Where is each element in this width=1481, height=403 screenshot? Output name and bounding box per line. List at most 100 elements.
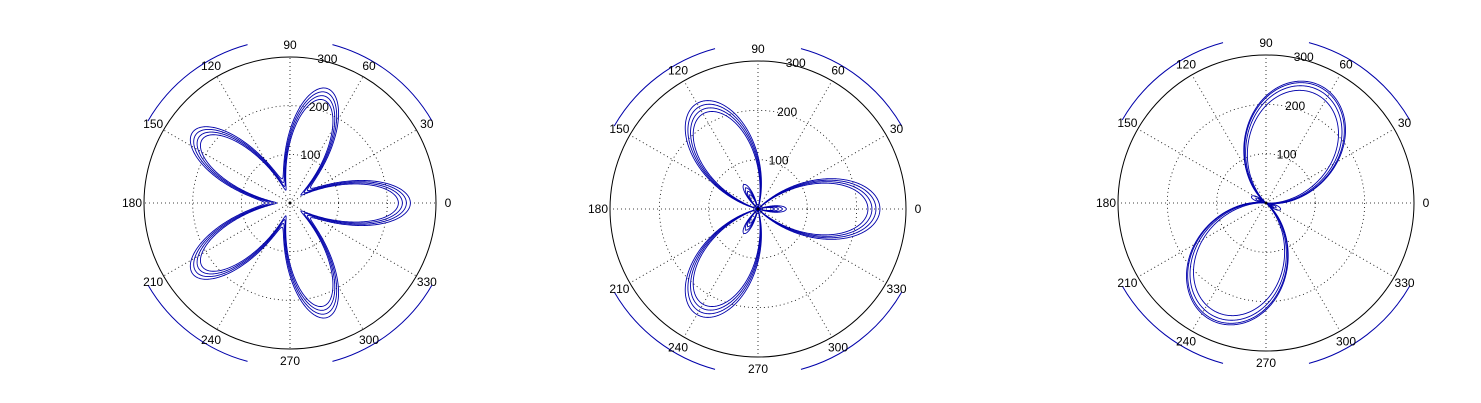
- series-curve-strand: [687, 103, 877, 315]
- angle-tick-label: 210: [609, 282, 629, 296]
- series-curve-strand: [692, 111, 869, 307]
- angle-tick-label: 210: [143, 275, 163, 289]
- series-curve-strand: [199, 99, 399, 307]
- radial-tick-label: 300: [1294, 50, 1314, 64]
- angle-tick-label: 150: [143, 117, 163, 131]
- angular-grid-spoke: [629, 134, 759, 210]
- angular-grid-spoke: [1265, 128, 1395, 204]
- radial-tick-label: 100: [769, 153, 789, 167]
- angle-tick-label: 150: [1117, 116, 1137, 130]
- radial-grid-circle: [1216, 153, 1316, 253]
- angular-grid-spoke: [629, 208, 759, 284]
- angular-grid-spoke: [163, 202, 291, 277]
- angle-tick-label: 120: [201, 59, 221, 73]
- radial-grid-circle: [658, 109, 858, 309]
- angle-tick-label: 180: [122, 196, 142, 210]
- outer-arc: [332, 284, 433, 362]
- angular-grid-spoke: [216, 202, 291, 330]
- angular-grid-spoke: [757, 208, 887, 284]
- outer-arc: [800, 48, 903, 127]
- radial-tick-label: 100: [300, 148, 320, 162]
- angular-grid-spoke: [289, 76, 364, 204]
- angle-tick-label: 180: [588, 202, 608, 216]
- radial-grid-circle: [1166, 103, 1366, 303]
- angle-tick-label: 30: [890, 122, 904, 136]
- origin-dot: [756, 207, 760, 211]
- outer-arc: [1308, 285, 1411, 364]
- angle-tick-label: 330: [1395, 276, 1415, 290]
- angle-tick-label: 270: [280, 354, 300, 368]
- radial-tick-label: 200: [777, 105, 797, 119]
- angle-tick-label: 300: [359, 333, 379, 347]
- outer-arc: [147, 44, 248, 122]
- angular-grid-spoke: [163, 129, 291, 204]
- angle-tick-label: 90: [283, 38, 297, 52]
- radial-tick-label: 300: [786, 56, 806, 70]
- series-curve-strand: [690, 107, 873, 311]
- angular-grid-spoke: [1265, 74, 1341, 204]
- angle-tick-label: 330: [887, 282, 907, 296]
- angular-grid-spoke: [757, 208, 833, 338]
- angle-tick-label: 300: [828, 341, 848, 355]
- angle-tick-label: 240: [201, 333, 221, 347]
- angle-tick-label: 30: [1398, 116, 1412, 130]
- outer-arc: [800, 291, 903, 370]
- angle-tick-label: 240: [668, 341, 688, 355]
- angle-tick-label: 90: [751, 42, 765, 56]
- radial-grid-circle: [192, 105, 388, 301]
- angle-tick-label: 150: [609, 122, 629, 136]
- angular-grid-spoke: [1191, 74, 1267, 204]
- radial-tick-label: 100: [1277, 147, 1297, 161]
- origin-dot: [1264, 201, 1268, 205]
- polar-plot-3: 100 200 300 0 30 60 90 120 150 180 210 240 270 300 330: [1096, 36, 1430, 370]
- outer-arc: [613, 291, 716, 370]
- angle-tick-label: 330: [417, 275, 437, 289]
- angle-tick-label: 0: [915, 202, 922, 216]
- angle-tick-label: 60: [362, 59, 376, 73]
- angle-tick-label: 60: [1339, 57, 1353, 71]
- angle-tick-label: 0: [445, 196, 452, 210]
- polar-frame-circle: [143, 56, 437, 350]
- angular-grid-spoke: [1137, 128, 1267, 204]
- angle-tick-label: 30: [420, 117, 434, 131]
- outer-arc: [332, 44, 433, 122]
- angle-tick-label: 300: [1336, 335, 1356, 349]
- angle-tick-label: 210: [1117, 276, 1137, 290]
- series-curve-strand: [1186, 80, 1346, 326]
- angular-grid-spoke: [683, 80, 759, 210]
- angle-tick-label: 270: [748, 362, 768, 376]
- outer-arc: [1121, 42, 1224, 121]
- angular-grid-spoke: [1265, 202, 1341, 332]
- origin-dot: [288, 201, 292, 205]
- angular-grid-spoke: [1265, 202, 1395, 278]
- outer-arc: [1308, 42, 1411, 121]
- series-curve-strand: [684, 100, 881, 318]
- angle-tick-label: 0: [1423, 196, 1430, 210]
- radial-tick-label: 300: [317, 52, 337, 66]
- series-curve-strand: [193, 91, 407, 315]
- outer-arc: [613, 48, 716, 127]
- angular-grid-spoke: [757, 134, 887, 210]
- angular-grid-spoke: [289, 202, 364, 330]
- radial-tick-label: 200: [1285, 99, 1305, 113]
- angle-tick-label: 240: [1176, 335, 1196, 349]
- angle-tick-label: 60: [831, 63, 845, 77]
- polar-plot-2: 100 200 300 0 30 60 90 120 150 180 210 240 270 300 330: [588, 42, 922, 376]
- angle-tick-label: 90: [1259, 36, 1273, 50]
- radial-tick-label: 200: [309, 100, 329, 114]
- series-curve-strand: [189, 87, 411, 319]
- angular-grid-spoke: [1137, 202, 1267, 278]
- polar-frame-circle: [1117, 54, 1415, 352]
- angular-grid-spoke: [683, 208, 759, 338]
- angle-tick-label: 120: [1176, 57, 1196, 71]
- polar-plot-1: 100 200 300 0 30 60 90 120 150 180 210 240 270 300 330: [122, 38, 452, 368]
- angular-grid-spoke: [757, 80, 833, 210]
- outer-arc: [147, 284, 248, 362]
- angular-grid-spoke: [1191, 202, 1267, 332]
- polar-frame-circle: [609, 60, 907, 358]
- series-curve-strand: [196, 95, 403, 311]
- outer-arc: [1121, 285, 1224, 364]
- angle-tick-label: 180: [1096, 196, 1116, 210]
- angular-grid-spoke: [216, 76, 291, 204]
- angle-tick-label: 120: [668, 63, 688, 77]
